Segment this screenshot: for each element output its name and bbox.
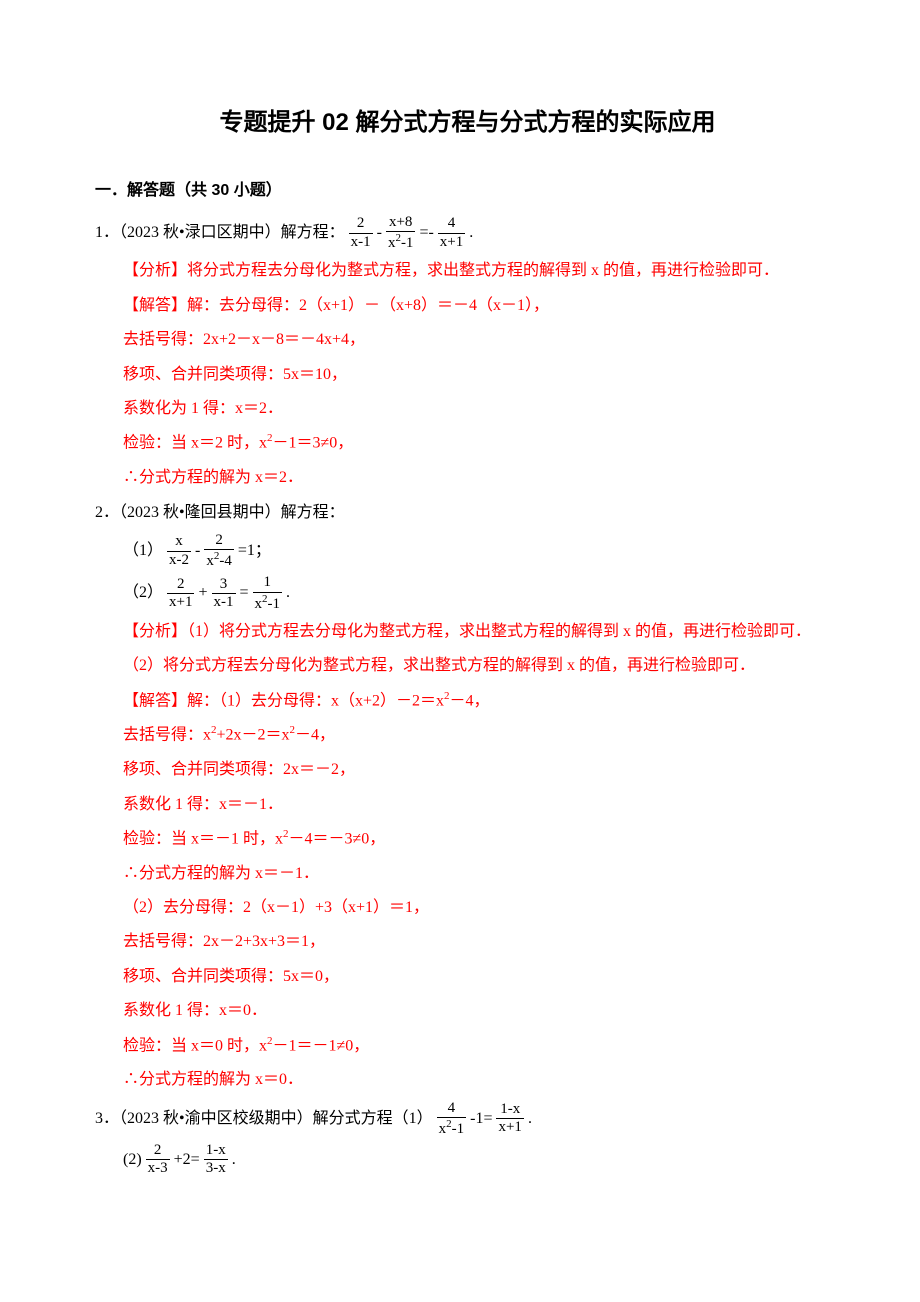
q2-s8: 去括号得：2x－2+3x+3＝1，: [95, 927, 840, 957]
q2-s5: 检验：当 x＝－1 时，x2－4＝－3≠0，: [95, 824, 840, 855]
q2-s3: 移项、合并同类项得：2x＝－2，: [95, 755, 840, 785]
q2-s6: ∴分式方程的解为 x＝－1．: [95, 859, 840, 889]
q1-ans3: 移项、合并同类项得：5x＝10，: [95, 360, 840, 390]
q2-p1-lead: （1）: [123, 542, 163, 559]
q2-a2: （2）将分式方程去分母化为整式方程，求出整式方程的解得到 x 的值，再进行检验即…: [95, 651, 840, 681]
q2-s12: ∴分式方程的解为 x＝0．: [95, 1065, 840, 1095]
q1-ans4: 系数化为 1 得：x＝2．: [95, 394, 840, 424]
q1-ans6: ∴分式方程的解为 x＝2．: [95, 463, 840, 493]
q2-p1-eq: xx-2 - 2x2-4 =1；: [167, 542, 271, 559]
q1-analysis: 【分析】将分式方程去分母化为整式方程，求出整式方程的解得到 x 的值，再进行检验…: [95, 256, 840, 286]
q2-a1: 【分析】（1）将分式方程去分母化为整式方程，求出整式方程的解得到 x 的值，再进…: [95, 617, 840, 647]
q2-p2-eq: 2x+1 + 3x-1 = 1x2-1 .: [167, 584, 290, 601]
q1-ans2: 去括号得：2x+2－x－8＝－4x+4，: [95, 325, 840, 355]
q2-s11: 检验：当 x＝0 时，x2－1＝－1≠0，: [95, 1031, 840, 1062]
q1-frac3: 4x+1: [438, 215, 465, 251]
q1-frac1: 2x-1: [349, 215, 373, 251]
doc-title: 专题提升 02 解分式方程与分式方程的实际应用: [95, 100, 840, 146]
q3-eq2: (2) 2x-3 +2= 1-x3-x .: [123, 1151, 236, 1168]
q2-s7: （2）去分母得：2（x－1）+3（x+1）＝1，: [95, 893, 840, 923]
q1-prefix: 1．（2023 秋•渌口区期中）解方程：: [95, 224, 345, 241]
section-heading: 一．解答题（共 30 小题）: [95, 176, 840, 206]
q1-equation: 2x-1 - x+8x2-1 =- 4x+1 .: [349, 224, 474, 241]
q2-statement: 2．（2023 秋•隆回县期中）解方程：: [95, 498, 840, 528]
q1-statement: 1．（2023 秋•渌口区期中）解方程： 2x-1 - x+8x2-1 =- 4…: [95, 214, 840, 253]
q3-part2: (2) 2x-3 +2= 1-x3-x .: [95, 1142, 840, 1178]
q2-part1: （1） xx-2 - 2x2-4 =1；: [95, 532, 840, 571]
q1-ans1: 【解答】解：去分母得：2（x+1）－（x+8）＝－4（x－1），: [95, 291, 840, 321]
page-content: 专题提升 02 解分式方程与分式方程的实际应用 一．解答题（共 30 小题） 1…: [0, 0, 920, 1242]
q3-eq1: 4x2-1 -1= 1-xx+1 .: [437, 1110, 532, 1127]
q2-part2: （2） 2x+1 + 3x-1 = 1x2-1 .: [95, 574, 840, 613]
q3-part1: 3．（2023 秋•渝中区校级期中）解分式方程（1） 4x2-1 -1= 1-x…: [95, 1100, 840, 1139]
q2-s9: 移项、合并同类项得：5x＝0，: [95, 962, 840, 992]
q2-s10: 系数化 1 得：x＝0．: [95, 996, 840, 1026]
q2-p2-lead: （2）: [123, 584, 163, 601]
q3-prefix: 3．（2023 秋•渝中区校级期中）解分式方程（1）: [95, 1110, 433, 1127]
q2-s2: 去括号得：x2+2x－2＝x2－4，: [95, 720, 840, 751]
q1-frac2: x+8x2-1: [386, 214, 416, 253]
q2-s4: 系数化 1 得：x＝－1．: [95, 790, 840, 820]
q2-s1: 【解答】解：（1）去分母得：x（x+2）－2＝x2－4，: [95, 686, 840, 717]
q1-ans5: 检验：当 x＝2 时，x2－1＝3≠0，: [95, 428, 840, 459]
